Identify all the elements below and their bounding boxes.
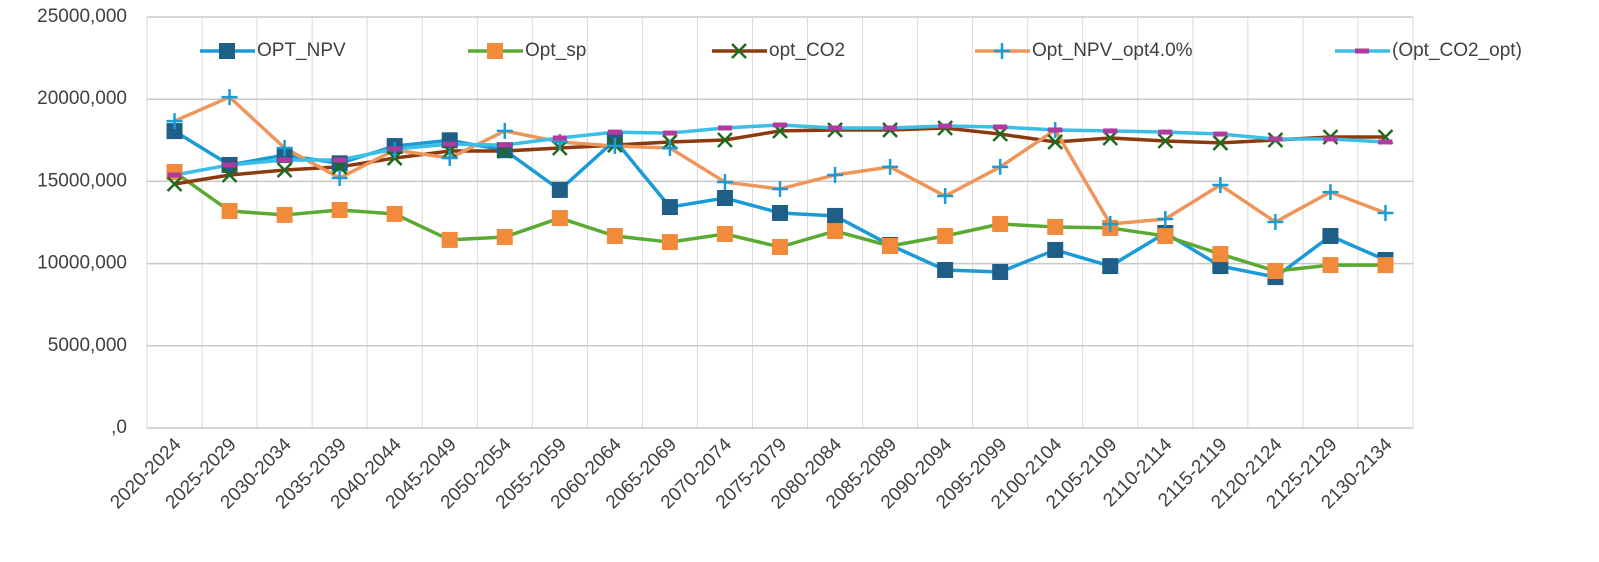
point (1157, 133, 1174, 149)
y-tick-label: 10000,000 (37, 253, 127, 274)
point (1157, 227, 1174, 244)
point (937, 188, 954, 205)
point (487, 43, 503, 59)
point (166, 176, 183, 192)
point (386, 150, 403, 166)
point (221, 89, 238, 106)
legend-label: Opt_NPV_opt4.0% (1032, 40, 1193, 61)
point (1212, 258, 1229, 275)
point (276, 206, 293, 223)
point (661, 199, 678, 216)
point (386, 205, 403, 222)
point (1157, 211, 1174, 228)
point (1377, 257, 1394, 274)
point (992, 158, 1009, 175)
point (731, 43, 747, 59)
point (992, 215, 1009, 232)
point (221, 202, 238, 219)
point (1322, 257, 1339, 274)
point (166, 123, 183, 140)
point (716, 190, 733, 207)
point (221, 167, 238, 183)
point (276, 140, 293, 157)
point (1212, 135, 1229, 151)
point (827, 166, 844, 183)
y-tick-label: 25000,000 (37, 6, 127, 27)
point (716, 226, 733, 243)
point (772, 180, 788, 197)
point (606, 138, 623, 155)
point (1212, 177, 1229, 194)
point (1377, 204, 1394, 221)
point (937, 262, 954, 279)
y-tick-label: ,0 (111, 417, 127, 438)
point (1212, 246, 1229, 263)
point (1102, 258, 1119, 275)
y-tick-label: 20000,000 (37, 88, 127, 109)
y-tick-label: 5000,000 (48, 335, 127, 356)
legend-label: Opt_sp (525, 40, 586, 61)
point (551, 210, 568, 227)
point (992, 263, 1009, 280)
point (1047, 218, 1064, 235)
series-line (173, 95, 1387, 226)
point (994, 43, 1010, 59)
point (1267, 214, 1284, 231)
y-tick-label: 15000,000 (37, 170, 127, 191)
point (882, 238, 899, 255)
point (496, 228, 513, 245)
point (276, 162, 293, 178)
point (219, 43, 235, 59)
point (551, 181, 568, 198)
point (331, 202, 348, 219)
point (661, 140, 678, 157)
point (1267, 262, 1284, 279)
point (1102, 215, 1119, 232)
point (882, 158, 899, 175)
point (772, 238, 788, 255)
point (496, 122, 513, 139)
point (827, 223, 844, 240)
series-line (173, 129, 1387, 279)
point (441, 231, 458, 248)
point (606, 227, 623, 244)
point (441, 150, 458, 167)
point (661, 234, 678, 251)
point (717, 132, 733, 148)
legend-label: OPT_NPV (257, 40, 346, 61)
point (1322, 227, 1339, 244)
point (331, 169, 348, 186)
point (937, 227, 954, 244)
point (1047, 241, 1064, 258)
point (1047, 134, 1064, 150)
point (1322, 184, 1339, 201)
point (166, 113, 183, 130)
legend-label: (Opt_CO2_opt) (1392, 40, 1522, 61)
point (827, 207, 844, 224)
legend-label: opt_CO2 (769, 40, 845, 61)
point (772, 204, 788, 221)
point (716, 174, 733, 191)
